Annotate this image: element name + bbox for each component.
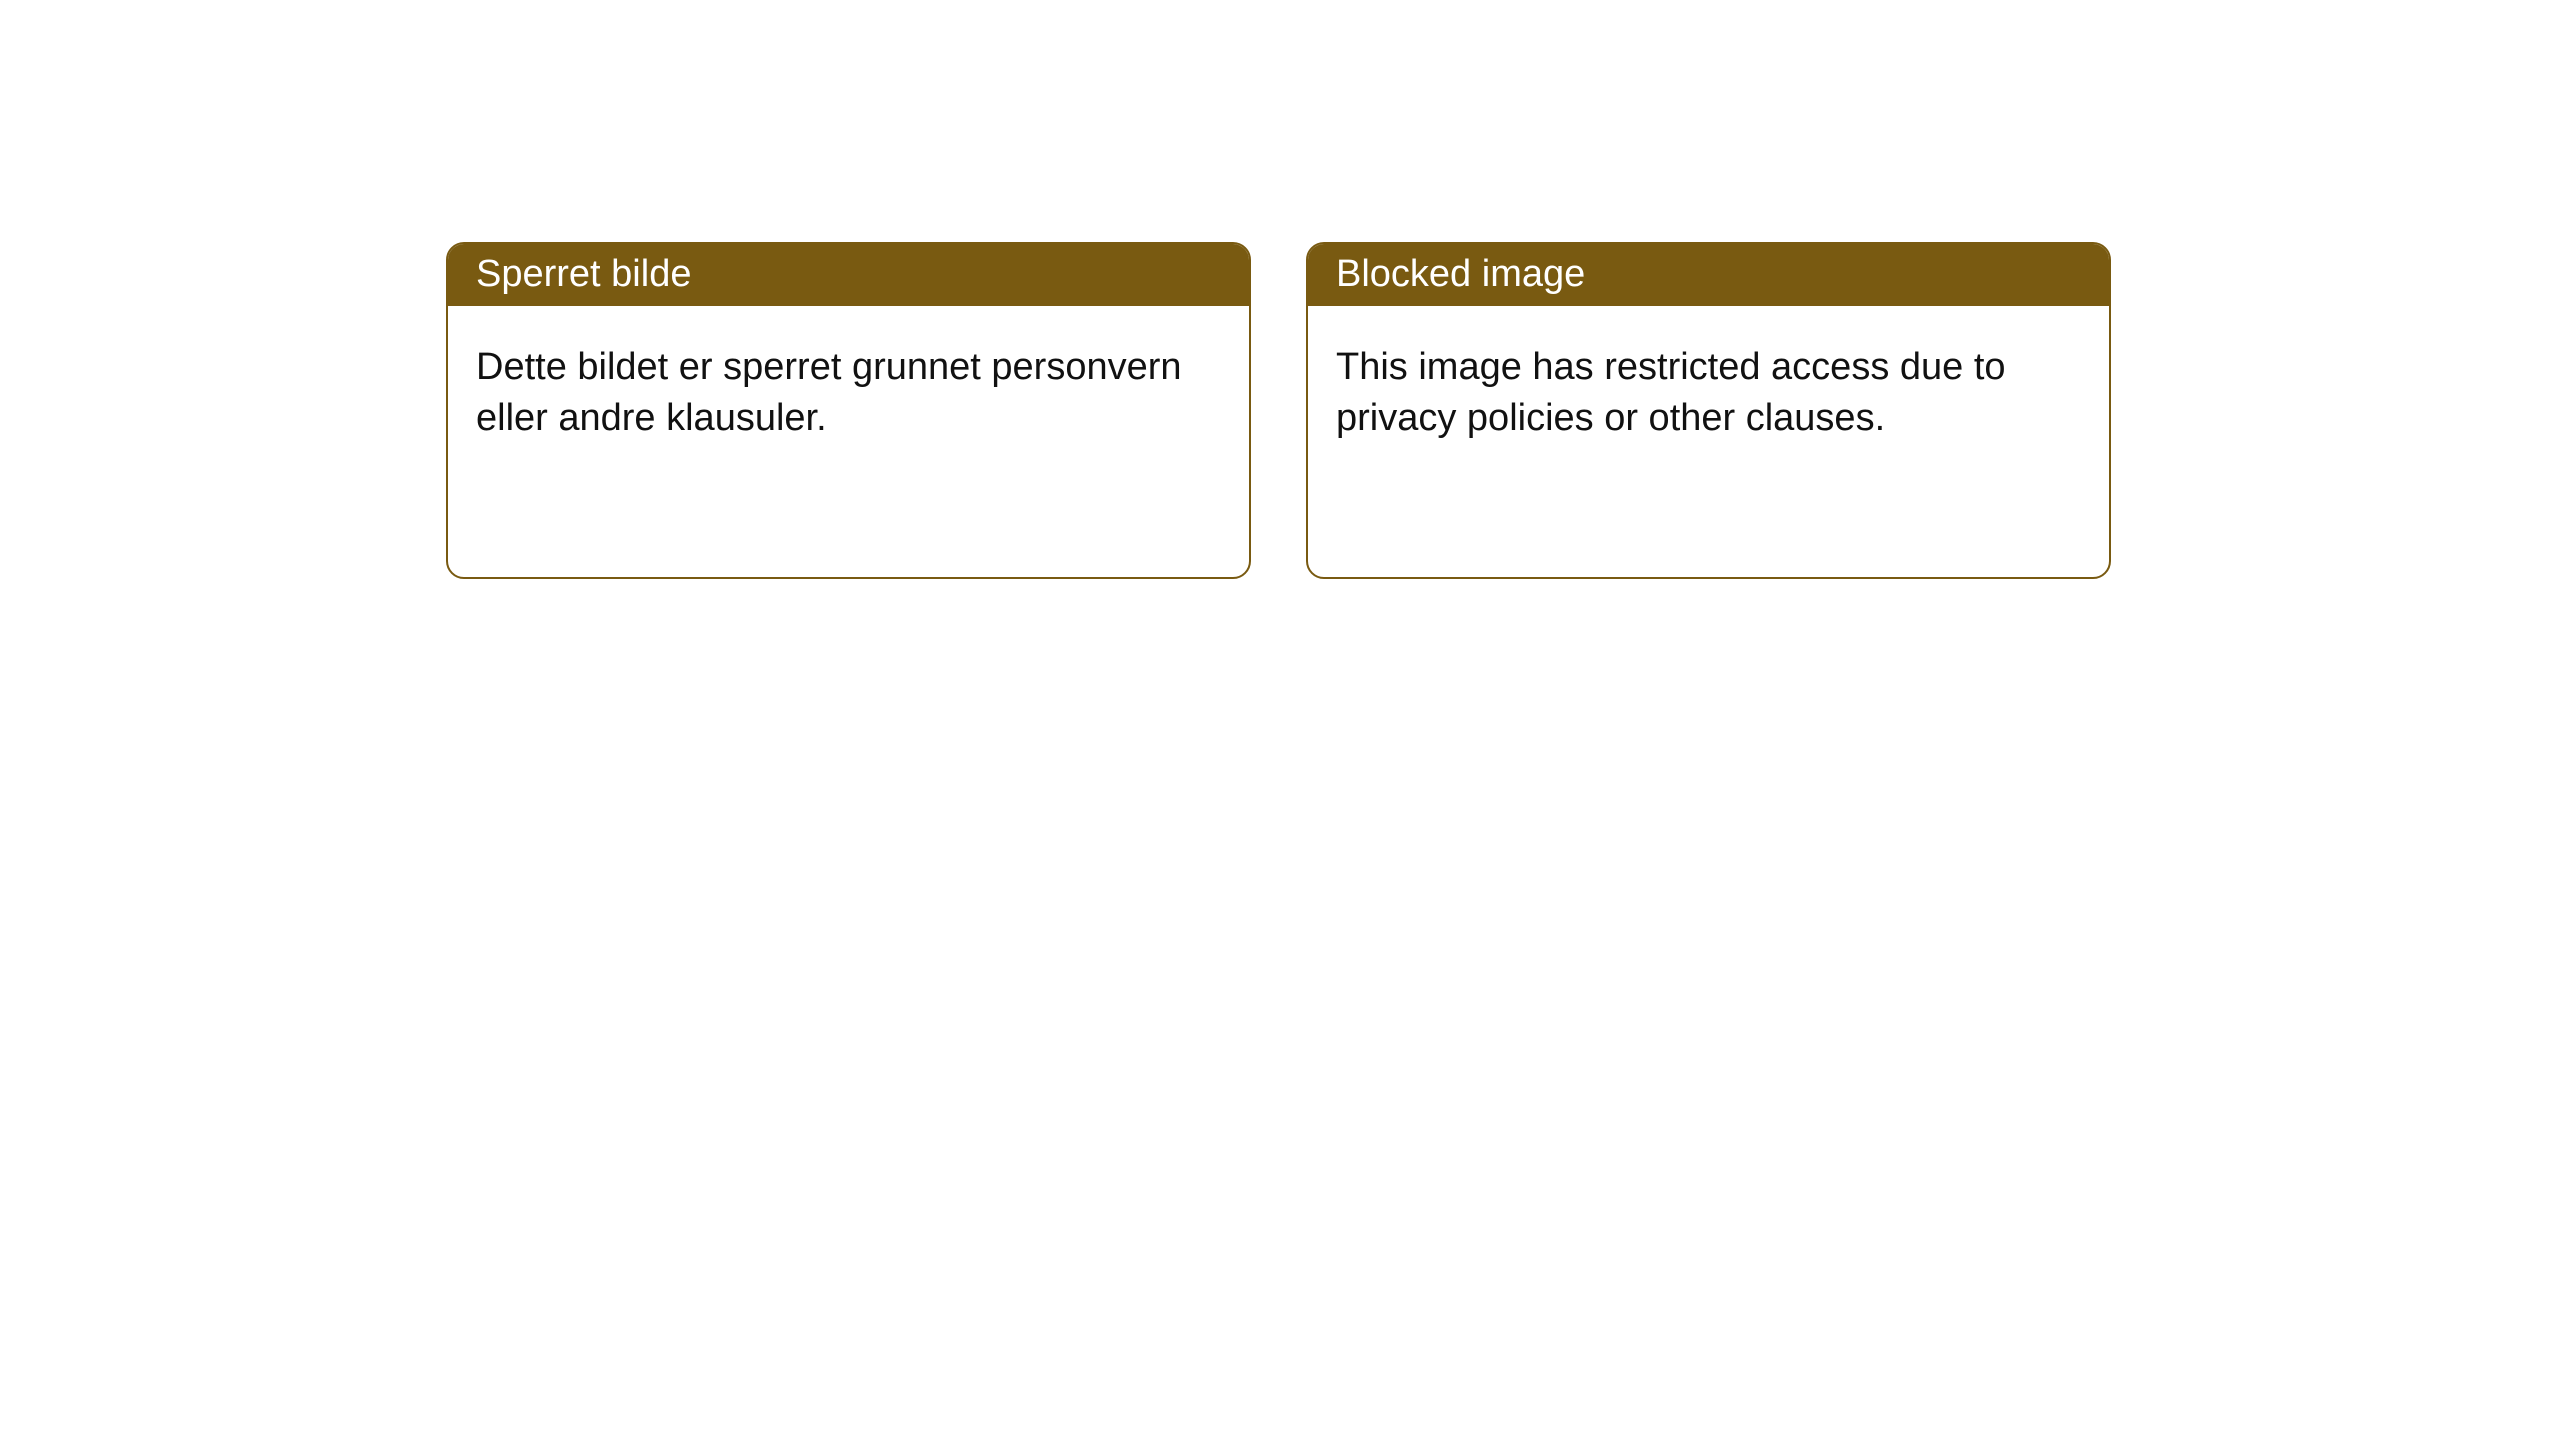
notice-card-norwegian: Sperret bilde Dette bildet er sperret gr… [446,242,1251,579]
notice-card-body: Dette bildet er sperret grunnet personve… [448,306,1249,481]
notice-card-header: Blocked image [1308,244,2109,306]
notice-card-body: This image has restricted access due to … [1308,306,2109,481]
notice-card-english: Blocked image This image has restricted … [1306,242,2111,579]
notice-cards-container: Sperret bilde Dette bildet er sperret gr… [0,0,2560,579]
notice-card-header: Sperret bilde [448,244,1249,306]
